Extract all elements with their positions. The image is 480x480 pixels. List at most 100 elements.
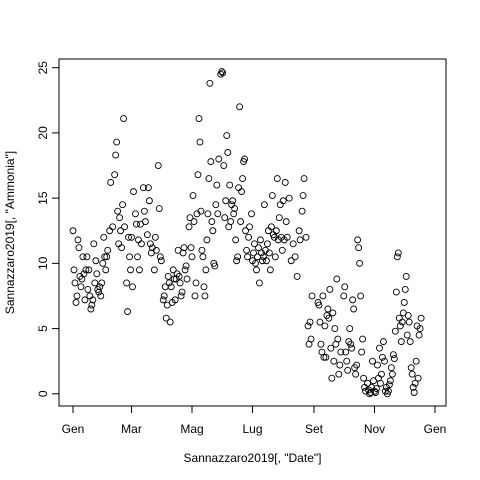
data-point bbox=[74, 236, 82, 244]
data-point bbox=[346, 325, 354, 333]
data-point bbox=[379, 338, 387, 346]
data-point bbox=[282, 218, 290, 226]
data-point bbox=[350, 305, 358, 313]
data-point bbox=[296, 236, 304, 244]
data-point bbox=[130, 188, 137, 196]
data-point bbox=[128, 233, 135, 241]
data-point bbox=[244, 253, 252, 261]
data-point bbox=[154, 162, 162, 169]
data-point bbox=[257, 236, 264, 244]
data-point bbox=[226, 181, 234, 189]
data-point bbox=[152, 246, 160, 254]
x-axis: Gen Mar Mag Lug Set Nov Gen bbox=[62, 405, 446, 436]
data-point bbox=[100, 233, 108, 241]
data-point bbox=[298, 207, 306, 215]
data-point bbox=[164, 272, 172, 280]
data-point bbox=[144, 184, 152, 192]
data-point bbox=[349, 296, 357, 304]
data-point bbox=[227, 218, 235, 226]
data-point bbox=[256, 279, 263, 287]
data-points bbox=[69, 68, 425, 398]
y-axis-label: Sannazzaro2019[, "Ammonia"] bbox=[3, 151, 17, 314]
data-point bbox=[157, 257, 165, 265]
data-point bbox=[208, 218, 216, 226]
data-point bbox=[358, 348, 366, 356]
data-point bbox=[251, 240, 258, 248]
data-point bbox=[121, 223, 129, 231]
data-point bbox=[236, 103, 244, 111]
data-point bbox=[389, 351, 397, 359]
data-point bbox=[139, 184, 147, 192]
data-point bbox=[197, 207, 205, 215]
data-point bbox=[83, 253, 91, 261]
data-point bbox=[337, 348, 345, 356]
data-point bbox=[124, 308, 132, 316]
data-point bbox=[237, 218, 245, 226]
data-point bbox=[364, 379, 372, 387]
data-point bbox=[327, 344, 335, 352]
data-point bbox=[199, 253, 207, 261]
data-point bbox=[218, 68, 226, 76]
data-point bbox=[190, 218, 198, 226]
data-point bbox=[117, 227, 125, 235]
data-point bbox=[360, 374, 368, 382]
data-point bbox=[414, 374, 422, 382]
data-point bbox=[328, 374, 336, 382]
data-point bbox=[107, 179, 115, 186]
data-point bbox=[289, 240, 297, 248]
data-point bbox=[340, 292, 348, 300]
data-point bbox=[196, 138, 204, 146]
data-point bbox=[281, 179, 289, 186]
data-point bbox=[333, 275, 341, 283]
data-point bbox=[299, 192, 307, 199]
data-point bbox=[403, 331, 411, 339]
data-point bbox=[113, 138, 121, 146]
y-tick-label: 0 bbox=[36, 390, 50, 397]
data-point bbox=[156, 253, 164, 261]
data-point bbox=[342, 348, 350, 356]
data-point bbox=[258, 257, 266, 265]
data-point bbox=[336, 361, 344, 369]
data-point bbox=[112, 151, 120, 159]
data-point bbox=[341, 283, 349, 291]
data-point bbox=[106, 227, 114, 235]
data-point bbox=[395, 314, 403, 322]
data-point bbox=[97, 292, 105, 300]
data-point bbox=[275, 214, 283, 222]
data-point bbox=[302, 233, 310, 241]
data-point bbox=[189, 192, 197, 199]
data-point bbox=[308, 292, 316, 300]
data-point bbox=[201, 292, 209, 300]
data-point bbox=[388, 370, 396, 378]
data-point bbox=[181, 266, 189, 274]
data-point bbox=[137, 240, 145, 248]
data-point bbox=[329, 309, 337, 317]
data-point bbox=[315, 301, 323, 309]
data-point bbox=[211, 262, 219, 270]
data-point bbox=[266, 266, 274, 274]
data-point bbox=[82, 266, 90, 274]
x-axis-label: Sannazzaro2019[, "Date"] bbox=[184, 451, 322, 465]
data-point bbox=[330, 357, 338, 365]
data-point bbox=[73, 292, 81, 300]
data-point bbox=[242, 227, 250, 235]
data-point bbox=[260, 201, 268, 209]
data-point bbox=[230, 210, 238, 218]
data-point bbox=[407, 364, 415, 372]
data-point bbox=[307, 335, 315, 343]
data-point bbox=[343, 357, 351, 365]
data-point bbox=[287, 257, 295, 265]
data-point bbox=[114, 207, 122, 215]
data-point bbox=[180, 244, 188, 252]
data-point bbox=[84, 286, 92, 293]
data-point bbox=[267, 223, 275, 231]
data-point bbox=[175, 272, 183, 280]
data-point bbox=[239, 175, 247, 183]
data-point bbox=[293, 272, 301, 280]
plot-frame bbox=[58, 58, 447, 407]
data-point bbox=[134, 253, 141, 261]
data-point bbox=[143, 231, 151, 239]
data-point bbox=[77, 283, 85, 291]
data-point bbox=[151, 233, 159, 241]
data-point bbox=[255, 244, 262, 252]
